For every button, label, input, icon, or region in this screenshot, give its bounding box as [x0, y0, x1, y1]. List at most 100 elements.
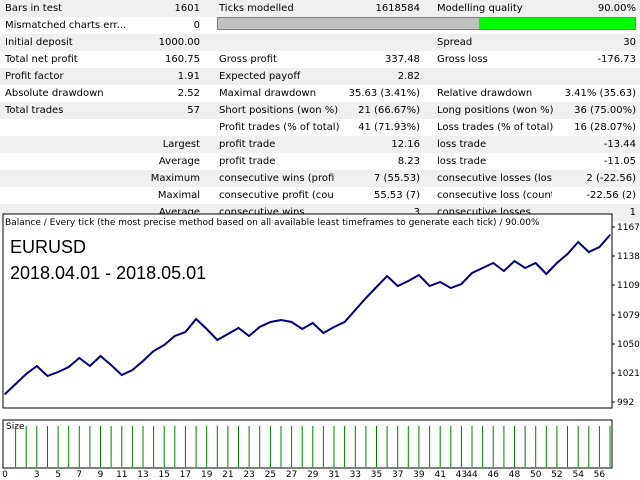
report-cell: 1.91 — [177, 71, 200, 82]
report-cell: 55.53 (7) — [374, 190, 420, 201]
report-cell: 8.23 — [397, 156, 420, 167]
report-cell: 41 (71.93%) — [358, 122, 420, 133]
chart-period: 2018.04.01 - 2018.05.01 — [10, 263, 206, 283]
report-cell: Gross profit — [219, 54, 277, 65]
x-tick-label: 5 — [55, 470, 61, 480]
report-cell: consecutive profit (count ... — [219, 190, 334, 201]
report-cell: profit trade — [219, 156, 276, 167]
report-cell: Mismatched charts err... — [5, 20, 127, 31]
report-cell: 21 (66.67%) — [358, 105, 420, 116]
report-cell: Total trades — [5, 105, 64, 116]
x-tick-label: 0 — [2, 470, 8, 480]
report-cell: Ticks modelled — [219, 3, 294, 14]
report-cell: 3.41% (35.63) — [564, 88, 636, 99]
report-row: Largest profit trade 12.16 loss trade -13.44 — [0, 136, 640, 153]
report-cell: Total net profit — [5, 54, 78, 65]
balance-line — [4, 234, 611, 395]
x-tick-label: 39 — [413, 470, 425, 480]
report-cell: 1000.00 — [158, 37, 200, 48]
report-cell: Modelling quality — [437, 3, 523, 14]
balance-chart-svg: Balance / Every tick (the most precise m… — [2, 213, 640, 480]
chart-caption: Balance / Every tick (the most precise m… — [5, 218, 540, 228]
report-cell: Absolute drawdown — [5, 88, 104, 99]
report-row: Total trades 57 Short positions (won %) 21 … — [0, 102, 640, 119]
report-row: Initial deposit 1000.00 Spread 30 — [0, 34, 640, 51]
report-cell: 7 (55.53) — [374, 173, 420, 184]
y-tick-label: 1021 — [617, 369, 640, 379]
report-cell: 1618584 — [375, 3, 420, 14]
report-cell: 2.82 — [397, 71, 420, 82]
x-tick-label: 37 — [392, 470, 403, 480]
balance-chart: Balance / Every tick (the most precise m… — [0, 212, 640, 480]
x-tick-label: 3 — [34, 470, 40, 480]
report-row: Maximal consecutive profit (count ... 55.5… — [0, 187, 640, 204]
modelling-quality-bar — [217, 17, 636, 30]
report-row: Profit factor 1.91 Expected payoff 2.82 — [0, 68, 640, 85]
report-cell: 0 — [193, 20, 200, 31]
x-tick-label: 41 — [434, 470, 445, 480]
x-tick-label: 27 — [286, 470, 297, 480]
balance-plot-area — [2, 213, 613, 409]
report-cell: profit trade — [219, 139, 276, 150]
report-cell: 1 — [629, 207, 636, 218]
report-cell: 30 — [623, 37, 636, 48]
x-tick-label: 35 — [371, 470, 382, 480]
report-cell: Maximal — [157, 190, 200, 201]
x-tick-label: 48 — [509, 470, 521, 480]
x-tick-label: 23 — [243, 470, 254, 480]
report-cell: Spread — [437, 37, 473, 48]
report-cell: -13.44 — [603, 139, 636, 150]
report-cell: 337.48 — [385, 54, 420, 65]
report-cell: 2.52 — [177, 88, 200, 99]
report-cell: loss trade — [437, 156, 487, 167]
report-cell: 12.16 — [391, 139, 420, 150]
x-tick-labels: 0 3 5 7 9 11 13 15 17 19 21 23 25 27 29 31 33 35 37 39 41 43 4… — [2, 470, 605, 480]
report-cell: Short positions (won %) — [219, 105, 339, 116]
report-cell: consecutive loss (count of ... — [437, 190, 552, 201]
size-bars — [15, 426, 611, 467]
report-cell: 57 — [187, 105, 200, 116]
y-tick-label: 1138 — [617, 252, 640, 262]
x-tick-label: 50 — [530, 470, 542, 480]
x-tick-label: 46 — [487, 470, 499, 480]
report-cell: Loss trades (% of total) — [437, 122, 554, 133]
report-cell: Profit factor — [5, 71, 64, 82]
x-tick-label: 17 — [180, 470, 191, 480]
report-cell: Maximum — [150, 173, 200, 184]
report-cell: Initial deposit — [5, 37, 73, 48]
x-tick-label: 21 — [222, 470, 233, 480]
report-cell: Largest — [162, 139, 200, 150]
report-cell: -176.73 — [597, 54, 636, 65]
report-cell: Average — [158, 156, 200, 167]
x-tick-label: 44 — [466, 470, 478, 480]
report-cell: consecutive losses — [437, 207, 531, 218]
report-table: Bars in test 1601 Ticks modelled 1618584 Mod… — [0, 0, 640, 221]
y-tick-labels: 992 1021 1050 1079 1109 1138 1167 — [612, 223, 640, 408]
report-cell: Expected payoff — [219, 71, 301, 82]
x-tick-label: 43 — [456, 470, 467, 480]
report-row: Absolute drawdown 2.52 Maximal drawdown 35.… — [0, 85, 640, 102]
report-cell: Maximal drawdown — [219, 88, 317, 99]
report-cell: Gross loss — [437, 54, 488, 65]
chart-symbol: EURUSD — [10, 237, 86, 257]
x-tick-label: 13 — [137, 470, 148, 480]
report-row: Profit trades (% of total) 41 (71.93%) Los… — [0, 119, 640, 136]
x-tick-label: 31 — [328, 470, 339, 480]
report-cell: Relative drawdown — [437, 88, 533, 99]
report-cell: Profit trades (% of total) — [219, 122, 340, 133]
report-cell: 35.63 (3.41%) — [348, 88, 420, 99]
report-cell: consecutive losses (loss in ... — [437, 173, 552, 184]
report-cell: 36 (75.00%) — [574, 105, 636, 116]
report-cell: 1601 — [174, 3, 200, 14]
x-tick-label: 9 — [98, 470, 104, 480]
report-cell: 16 (28.07%) — [574, 122, 636, 133]
report-row: Maximum consecutive wins (profit in ... 7 … — [0, 170, 640, 187]
report-row: Average profit trade 8.23 loss trade -11.05 — [0, 153, 640, 170]
y-tick-label: 1050 — [617, 340, 640, 350]
x-tick-label: 7 — [76, 470, 82, 480]
report-cell: 3 — [413, 207, 420, 218]
x-tick-label: 54 — [572, 470, 584, 480]
report-cell: -22.56 (2) — [586, 190, 636, 201]
x-tick-label: 11 — [116, 470, 127, 480]
size-plot-area — [2, 419, 613, 469]
